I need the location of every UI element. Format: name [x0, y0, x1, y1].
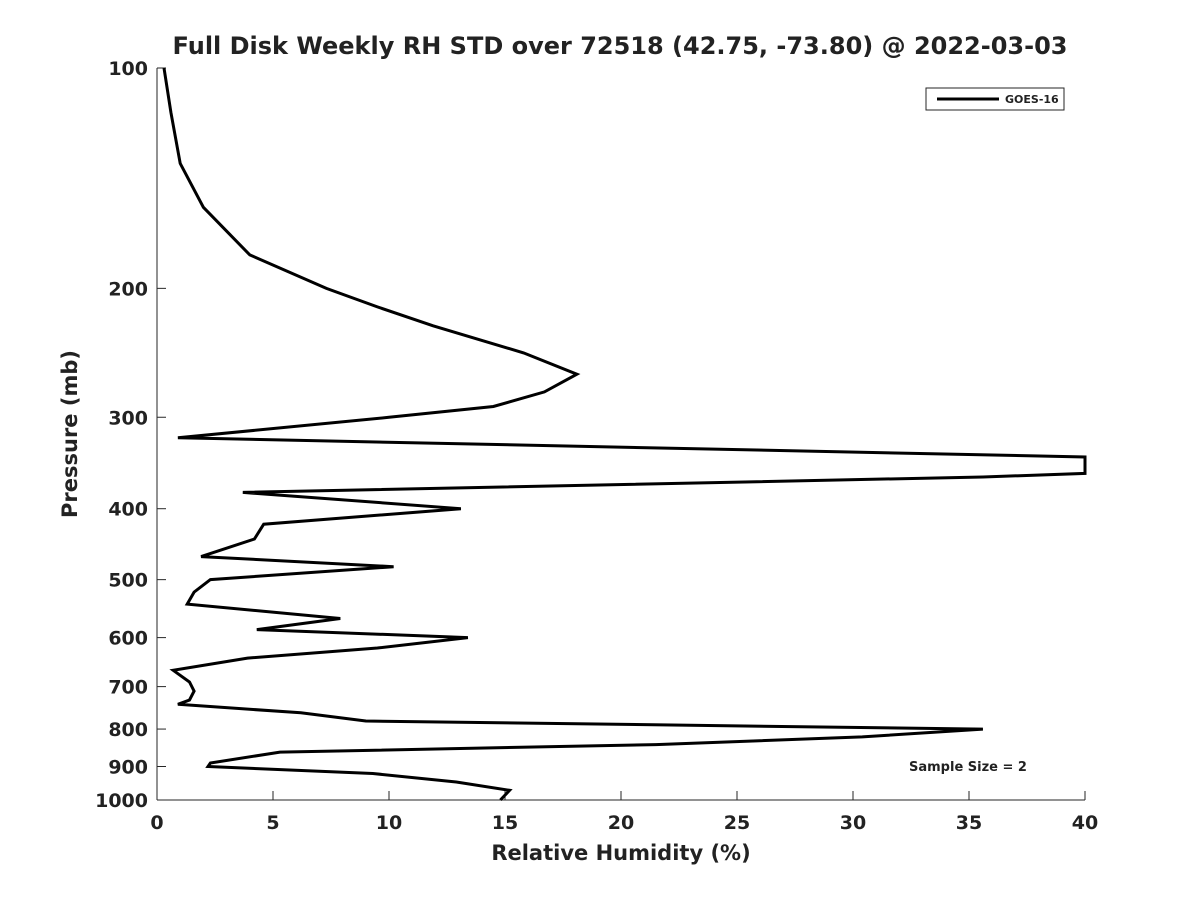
chart-title: Full Disk Weekly RH STD over 72518 (42.7… [173, 32, 1068, 60]
y-tick-label: 1000 [95, 790, 148, 812]
x-tick-label: 5 [266, 812, 279, 834]
x-tick-label: 10 [376, 812, 402, 834]
x-tick-label: 20 [608, 812, 634, 834]
plot-area [157, 68, 1085, 800]
x-tick-label: 15 [492, 812, 518, 834]
y-axis-label: Pressure (mb) [58, 350, 82, 518]
y-tick-label: 900 [108, 757, 148, 779]
sample-size-annotation: Sample Size = 2 [909, 760, 1027, 775]
x-axis-label: Relative Humidity (%) [491, 841, 750, 865]
y-tick-label: 100 [108, 58, 148, 80]
x-tick-label: 30 [840, 812, 866, 834]
series-group [162, 67, 1087, 802]
series-line-goes-16 [162, 67, 1087, 802]
x-tick-label: 25 [724, 812, 750, 834]
legend-label-goes-16: GOES-16 [1005, 93, 1059, 106]
y-tick-label: 200 [108, 278, 148, 300]
y-tick-label: 400 [108, 499, 148, 521]
y-axis-ticks: 100 200 300 400 500 600 700 800 900 1000 [95, 58, 166, 812]
x-tick-label: 40 [1072, 812, 1098, 834]
legend: GOES-16 [925, 87, 1065, 111]
y-tick-label: 800 [108, 719, 148, 741]
y-tick-label: 500 [108, 570, 148, 592]
y-tick-label: 700 [108, 677, 148, 699]
x-axis-ticks: 0 5 10 15 20 25 30 35 40 [150, 791, 1098, 834]
y-tick-label: 300 [108, 407, 148, 429]
y-tick-label: 600 [108, 628, 148, 650]
x-tick-label: 35 [956, 812, 982, 834]
x-tick-label: 0 [150, 812, 163, 834]
